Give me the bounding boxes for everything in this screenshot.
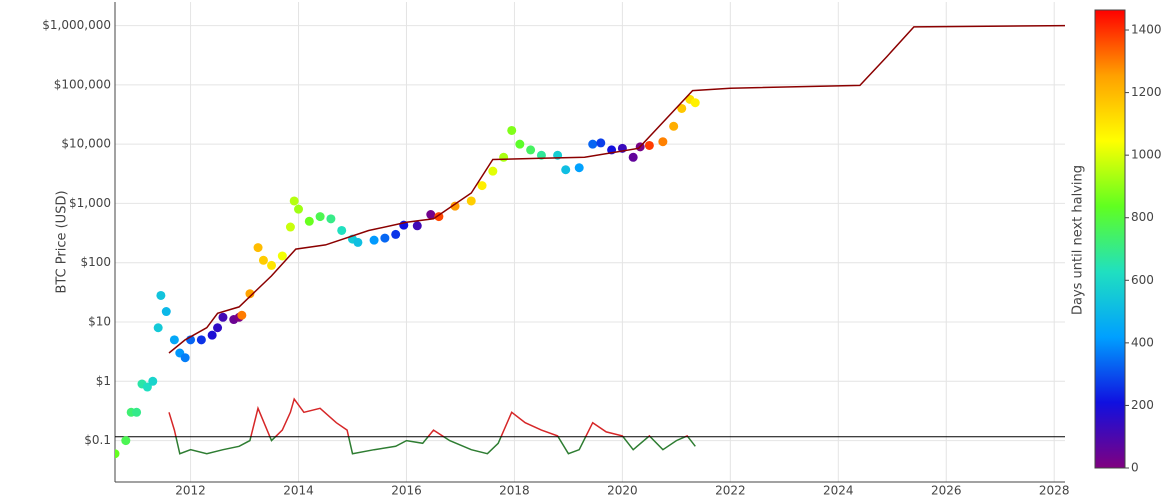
colorbar (1094, 9, 1126, 469)
ratio-line-above (168, 397, 689, 437)
price-point (507, 125, 517, 135)
y-tick-label: $1,000,000 (42, 18, 111, 32)
price-point (153, 323, 163, 333)
x-tick-label: 2028 (1039, 484, 1070, 498)
colorbar-title: Days until next halving (1071, 165, 1086, 315)
price-point (353, 237, 363, 247)
price-point (294, 204, 304, 214)
price-point (369, 235, 379, 245)
price-point (628, 152, 638, 162)
x-tick-label: 2014 (283, 484, 314, 498)
price-point (690, 98, 700, 108)
y-axis-title: BTC Price (USD) (55, 190, 70, 293)
price-point (267, 260, 277, 270)
y-tick-label: $1 (96, 374, 111, 388)
colorbar-tick-label: 200 (1131, 398, 1154, 412)
x-tick-label: 2026 (931, 484, 962, 498)
price-point (477, 181, 487, 191)
colorbar-tick-label: 1000 (1131, 148, 1162, 162)
price-point (588, 139, 598, 149)
price-point (426, 210, 436, 220)
price-point (218, 312, 228, 322)
price-point (169, 335, 179, 345)
price-point (380, 233, 390, 243)
colorbar-tick-label: 1400 (1131, 23, 1162, 37)
ratio-line-below (175, 436, 696, 455)
price-point (677, 103, 687, 113)
price-point (245, 289, 255, 299)
price-point (596, 138, 606, 148)
colorbar-tick-label: 1200 (1131, 85, 1162, 99)
price-point (526, 145, 536, 155)
price-point (142, 382, 152, 392)
price-point (515, 139, 525, 149)
price-point (304, 216, 314, 226)
colorbar-tick-label: 600 (1131, 273, 1154, 287)
model-line (168, 24, 1065, 354)
price-point (121, 436, 131, 446)
y-tick-label: $100,000 (54, 77, 111, 91)
y-tick-label: $0.1 (84, 433, 111, 447)
price-point (180, 353, 190, 363)
price-point (561, 165, 571, 175)
price-point (237, 310, 247, 320)
price-point (315, 212, 325, 222)
price-point (450, 201, 460, 211)
colorbar-tick-label: 800 (1131, 210, 1154, 224)
y-tick-label: $1,000 (69, 196, 111, 210)
x-tick-label: 2018 (499, 484, 530, 498)
price-point (499, 152, 509, 162)
price-point (148, 376, 158, 386)
x-tick-label: 2024 (823, 484, 854, 498)
price-point (337, 225, 347, 235)
price-point (277, 251, 287, 261)
price-point (132, 407, 142, 417)
price-point (258, 255, 268, 265)
price-point (391, 229, 401, 239)
price-point (289, 196, 299, 206)
x-tick-label: 2022 (715, 484, 746, 498)
price-point (156, 290, 166, 300)
price-point (466, 196, 476, 206)
price-point (488, 166, 498, 176)
x-tick-label: 2020 (607, 484, 638, 498)
y-tick-label: $100 (80, 255, 111, 269)
price-point (115, 449, 120, 459)
colorbar-tick-label: 0 (1131, 461, 1139, 475)
price-point (207, 330, 217, 340)
y-tick-label: $10,000 (61, 137, 111, 151)
price-point (669, 121, 679, 131)
price-point (574, 163, 584, 173)
price-point (253, 243, 263, 253)
price-point (213, 323, 223, 333)
x-tick-label: 2016 (391, 484, 422, 498)
price-point (658, 137, 668, 147)
x-tick-label: 2012 (175, 484, 206, 498)
price-point (326, 214, 336, 224)
colorbar-tick-label: 400 (1131, 335, 1154, 349)
y-tick-label: $10 (88, 315, 111, 329)
price-point (644, 140, 654, 150)
price-point (412, 221, 422, 231)
price-point (196, 335, 206, 345)
price-point (161, 307, 171, 317)
price-point (285, 222, 295, 232)
